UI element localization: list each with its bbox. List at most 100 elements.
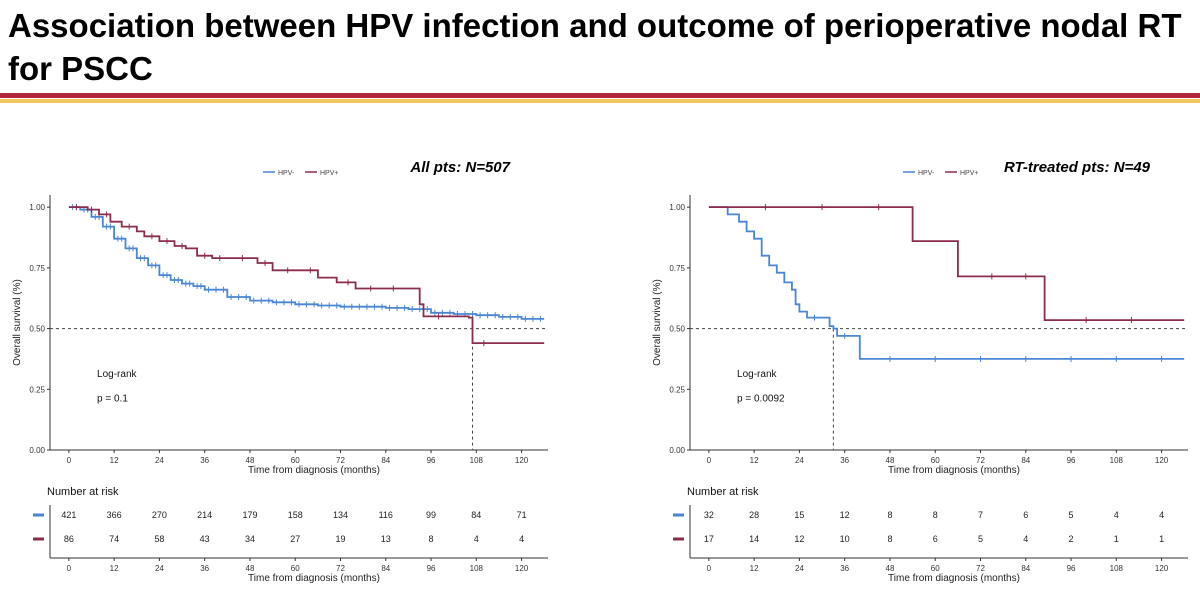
- x-tick-label: 24: [795, 456, 804, 465]
- x-tick-label: 84: [381, 456, 390, 465]
- legend-label: HPV-: [918, 170, 935, 177]
- risk-count-hpvpos: 8: [887, 534, 892, 544]
- y-tick-label: 0.25: [29, 385, 45, 394]
- risk-count-hpvneg: 116: [379, 510, 393, 520]
- legend-label: HPV+: [320, 170, 338, 177]
- risk-count-hpvneg: 4: [1159, 510, 1164, 520]
- km-curve-hpvpos: [708, 206, 1185, 321]
- test-label: Log-rank: [97, 369, 137, 380]
- risk-x-tick-label: 72: [336, 564, 345, 573]
- risk-count-hpvpos: 74: [109, 534, 119, 544]
- y-tick-label: 0.00: [29, 446, 45, 455]
- risk-count-hpvneg: 270: [152, 510, 167, 520]
- x-tick-label: 12: [750, 456, 759, 465]
- km-curve-hpvpos: [68, 206, 545, 344]
- x-tick-label: 72: [336, 456, 345, 465]
- risk-count-hpvpos: 4: [474, 534, 479, 544]
- risk-count-hpvpos: 2: [1069, 534, 1074, 544]
- risk-x-tick-label: 36: [200, 564, 209, 573]
- test-label: Log-rank: [737, 369, 777, 380]
- x-tick-label: 72: [976, 456, 985, 465]
- risk-count-hpvneg: 421: [61, 510, 76, 520]
- x-tick-label: 120: [515, 456, 529, 465]
- risk-count-hpvpos: 1: [1159, 534, 1164, 544]
- risk-x-tick-label: 36: [840, 564, 849, 573]
- panel-heading: All pts: N=507: [409, 159, 510, 176]
- risk-count-hpvneg: 12: [840, 510, 850, 520]
- risk-count-hpvpos: 13: [381, 534, 391, 544]
- risk-x-tick-label: 12: [750, 564, 759, 573]
- risk-count-hpvneg: 6: [1023, 510, 1028, 520]
- title-rule-accent: [0, 99, 1200, 103]
- y-tick-label: 0.75: [669, 264, 685, 273]
- x-tick-label: 0: [67, 456, 72, 465]
- p-value: p = 0.0092: [737, 393, 785, 404]
- risk-count-hpvneg: 8: [933, 510, 938, 520]
- y-tick-label: 0.00: [669, 446, 685, 455]
- risk-x-tick-label: 48: [246, 564, 255, 573]
- x-axis-label: Time from diagnosis (months): [888, 465, 1020, 476]
- risk-x-tick-label: 108: [470, 564, 484, 573]
- x-tick-label: 12: [110, 456, 119, 465]
- risk-x-tick-label: 12: [110, 564, 119, 573]
- legend-label: HPV-: [278, 170, 295, 177]
- km-panel-all-patients: All pts: N=507 HPV- HPV+ 0.00 0.25 0.50 0.75 1.…: [12, 159, 548, 584]
- x-tick-label: 48: [886, 456, 895, 465]
- risk-x-tick-label: 60: [291, 564, 300, 573]
- risk-x-tick-label: 0: [67, 564, 72, 573]
- y-tick-label: 0.50: [669, 325, 685, 334]
- risk-count-hpvpos: 34: [245, 534, 255, 544]
- risk-count-hpvneg: 84: [471, 510, 481, 520]
- risk-count-hpvneg: 8: [887, 510, 892, 520]
- risk-count-hpvpos: 58: [154, 534, 164, 544]
- risk-x-tick-label: 24: [795, 564, 804, 573]
- risk-count-hpvneg: 158: [288, 510, 303, 520]
- risk-count-hpvneg: 5: [1069, 510, 1074, 520]
- risk-count-hpvpos: 17: [704, 534, 714, 544]
- risk-count-hpvneg: 99: [426, 510, 436, 520]
- risk-count-hpvpos: 4: [519, 534, 524, 544]
- panel-heading: RT-treated pts: N=49: [1004, 159, 1151, 176]
- risk-count-hpvpos: 6: [933, 534, 938, 544]
- risk-count-hpvpos: 12: [794, 534, 804, 544]
- risk-count-hpvneg: 71: [517, 510, 527, 520]
- risk-count-hpvpos: 14: [749, 534, 759, 544]
- y-axis-label: Overall survival (%): [652, 279, 663, 366]
- risk-count-hpvneg: 366: [107, 510, 122, 520]
- risk-count-hpvneg: 214: [197, 510, 212, 520]
- risk-count-hpvpos: 1: [1114, 534, 1119, 544]
- risk-x-tick-label: 72: [976, 564, 985, 573]
- risk-x-tick-label: 96: [427, 564, 436, 573]
- y-tick-label: 1.00: [669, 203, 685, 212]
- risk-x-tick-label: 48: [886, 564, 895, 573]
- risk-x-axis-label: Time from diagnosis (months): [248, 573, 380, 584]
- x-tick-label: 48: [246, 456, 255, 465]
- risk-count-hpvneg: 7: [978, 510, 983, 520]
- risk-table-title: Number at risk: [47, 486, 119, 498]
- x-tick-label: 96: [427, 456, 436, 465]
- risk-count-hpvpos: 86: [64, 534, 74, 544]
- risk-count-hpvneg: 28: [749, 510, 759, 520]
- risk-x-tick-label: 60: [931, 564, 940, 573]
- x-tick-label: 108: [1110, 456, 1124, 465]
- risk-count-hpvneg: 32: [704, 510, 714, 520]
- slide-title: Association between HPV infection and ou…: [8, 7, 1182, 87]
- risk-x-tick-label: 120: [1155, 564, 1169, 573]
- risk-count-hpvpos: 43: [200, 534, 210, 544]
- risk-count-hpvneg: 134: [333, 510, 348, 520]
- risk-count-hpvneg: 4: [1114, 510, 1119, 520]
- x-tick-label: 84: [1021, 456, 1030, 465]
- risk-x-tick-label: 0: [707, 564, 712, 573]
- x-tick-label: 108: [470, 456, 484, 465]
- risk-count-hpvpos: 10: [840, 534, 850, 544]
- x-tick-label: 120: [1155, 456, 1169, 465]
- title-rule: [0, 93, 1200, 98]
- y-tick-label: 0.75: [29, 264, 45, 273]
- risk-count-hpvpos: 27: [290, 534, 300, 544]
- risk-x-tick-label: 24: [155, 564, 164, 573]
- risk-x-axis-label: Time from diagnosis (months): [888, 573, 1020, 584]
- y-tick-label: 1.00: [29, 203, 45, 212]
- p-value: p = 0.1: [97, 393, 128, 404]
- risk-x-tick-label: 84: [1021, 564, 1030, 573]
- y-axis-label: Overall survival (%): [12, 279, 23, 366]
